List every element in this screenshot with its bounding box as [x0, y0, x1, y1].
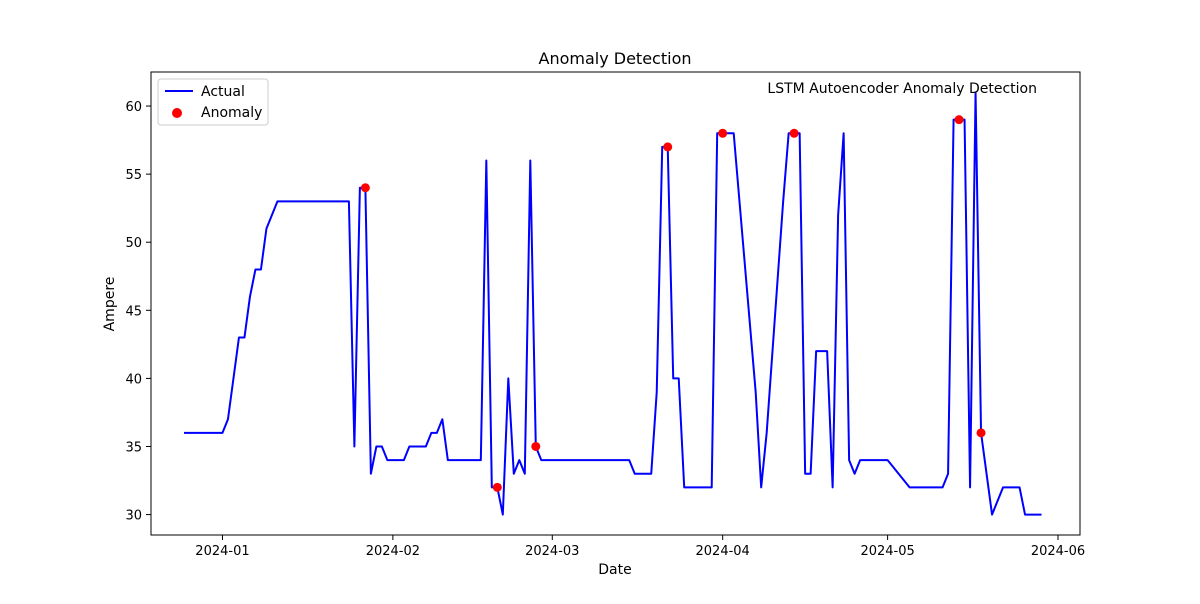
y-axis-label: Ampere	[102, 277, 118, 332]
anomaly-point	[954, 115, 964, 125]
legend-marker-swatch	[172, 108, 182, 118]
anomaly-point	[663, 142, 673, 152]
legend-label-actual: Actual	[201, 84, 245, 100]
y-tick-label: 50	[125, 236, 142, 251]
plot-area	[150, 71, 1081, 536]
axes-frame	[150, 71, 1081, 536]
legend-label-anomaly: Anomaly	[201, 105, 262, 121]
y-tick-label: 30	[125, 509, 142, 524]
x-tick-label: 2024-01	[195, 544, 249, 559]
legend: Actual Anomaly	[157, 78, 269, 126]
y-tick-label: 40	[125, 372, 142, 387]
y-tick-label: 60	[125, 100, 142, 115]
chart-title: Anomaly Detection	[539, 49, 692, 68]
points-layer	[360, 115, 986, 492]
x-tick-label: 2024-04	[696, 544, 750, 559]
y-axis: 30 35 40 45 50 55 60	[125, 100, 151, 524]
y-tick-label: 35	[125, 440, 142, 455]
y-tick-label: 55	[125, 168, 142, 183]
anomaly-point	[718, 128, 728, 138]
axes-background	[151, 72, 1080, 535]
x-tick-label: 2024-02	[366, 544, 420, 559]
y-tick-label: 45	[125, 304, 142, 319]
x-axis: 2024-01 2024-02 2024-03 2024-04 2024-05 2024-…	[195, 535, 1085, 559]
lines-layer	[183, 91, 1042, 516]
x-tick-label: 2024-03	[525, 544, 579, 559]
x-tick-label: 2024-05	[860, 544, 914, 559]
anomaly-point	[976, 428, 986, 438]
series-line-actual	[183, 91, 1042, 516]
chart-annotation: LSTM Autoencoder Anomaly Detection	[767, 81, 1037, 97]
anomaly-point	[789, 128, 799, 138]
anomaly-point	[492, 482, 502, 492]
anomaly-point	[360, 183, 370, 193]
anomaly-point	[531, 441, 541, 451]
x-tick-label: 2024-06	[1031, 544, 1085, 559]
x-axis-label: Date	[598, 562, 631, 578]
